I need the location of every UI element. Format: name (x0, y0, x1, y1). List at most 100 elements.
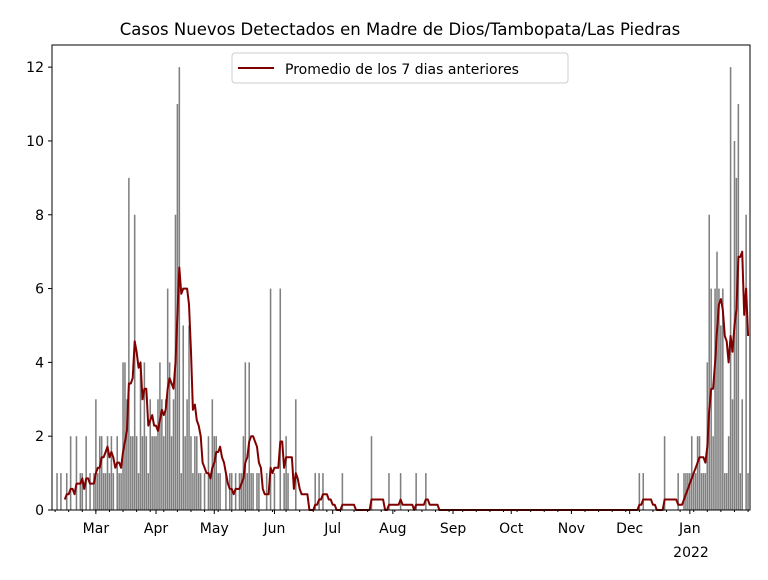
bar (211, 399, 214, 510)
bar (689, 473, 691, 510)
bar (81, 473, 84, 510)
bar (692, 473, 695, 510)
bar (139, 362, 142, 510)
bar (725, 473, 728, 510)
bar (213, 436, 216, 510)
bar (190, 436, 192, 510)
legend: Promedio de los 7 dias anteriores (231, 52, 569, 84)
bar (163, 436, 165, 510)
bar (314, 473, 316, 510)
plot-frame (51, 44, 751, 511)
bar (702, 473, 705, 510)
x-tick-label: Jun (263, 521, 286, 537)
bar (141, 436, 144, 510)
bar (172, 399, 175, 510)
x-tick-label: May (200, 521, 229, 537)
bar (65, 473, 68, 510)
bar (98, 436, 101, 510)
bar (240, 473, 243, 510)
bar (79, 473, 82, 510)
bar (137, 473, 140, 510)
bar (100, 436, 103, 510)
bar (708, 214, 711, 510)
y-tick-label: 8 (35, 208, 44, 224)
bar (130, 436, 132, 510)
bar (122, 362, 124, 510)
bar (147, 473, 150, 510)
bar (722, 288, 724, 510)
bar (203, 473, 206, 510)
bar (118, 473, 120, 510)
bar (219, 473, 221, 510)
bar (85, 436, 87, 510)
bar (238, 473, 241, 510)
bar (149, 399, 151, 510)
x-axis: Mar Apr May Jun Jul Aug Sep Oct Nov Dec Jan (54, 510, 749, 537)
bar (388, 473, 390, 510)
bar (714, 288, 716, 510)
bar (273, 473, 276, 510)
bar (283, 473, 285, 510)
y-tick-label: 4 (35, 355, 44, 371)
bar (170, 436, 173, 510)
bar (258, 473, 260, 510)
bar (244, 362, 247, 510)
bar (683, 473, 685, 510)
x-year-label: 2022 (673, 545, 709, 561)
bar (126, 399, 128, 510)
bar (157, 399, 159, 510)
bar (196, 436, 198, 510)
x-tick-label: Sep (440, 521, 467, 537)
bar (265, 473, 268, 510)
bar (718, 288, 720, 510)
bar (287, 473, 289, 510)
bar (642, 473, 645, 510)
bar (89, 473, 91, 510)
x-tick-label: Jan (678, 521, 701, 537)
bar (197, 473, 200, 510)
bar (252, 473, 254, 510)
bar (60, 473, 62, 510)
bar (188, 325, 190, 510)
bar (184, 436, 186, 510)
bar (248, 362, 250, 510)
x-tick-label: Oct (499, 521, 524, 537)
bar (731, 399, 734, 510)
bar (168, 362, 171, 510)
bar (246, 473, 249, 510)
bar (747, 473, 749, 510)
bar (209, 473, 212, 510)
bar (159, 362, 161, 510)
bar (56, 473, 58, 510)
bar (739, 473, 742, 510)
bar (279, 288, 282, 510)
x-tick-label: Dec (616, 521, 643, 537)
bar (341, 473, 344, 510)
bar (723, 473, 726, 510)
bar (182, 325, 184, 510)
bar (318, 473, 320, 510)
bar (745, 214, 747, 510)
bar (677, 473, 679, 510)
x-tick-label: Apr (144, 521, 168, 537)
bar (75, 436, 78, 510)
bar (704, 473, 707, 510)
bar (735, 177, 738, 510)
bar (194, 436, 196, 510)
bar (256, 473, 258, 510)
bar (295, 399, 297, 510)
bar (180, 473, 183, 510)
bar (164, 399, 167, 510)
bar (694, 473, 697, 510)
bar (93, 473, 95, 510)
bar (727, 436, 730, 510)
bar (104, 473, 107, 510)
bar (153, 436, 155, 510)
bar (131, 436, 134, 510)
bar (729, 67, 732, 511)
bar (716, 251, 718, 510)
bar (720, 325, 722, 510)
x-tick-label: Aug (379, 521, 406, 537)
chart-title: Casos Nuevos Detectados en Madre de Dios… (120, 20, 681, 39)
y-tick-label: 10 (26, 134, 44, 150)
